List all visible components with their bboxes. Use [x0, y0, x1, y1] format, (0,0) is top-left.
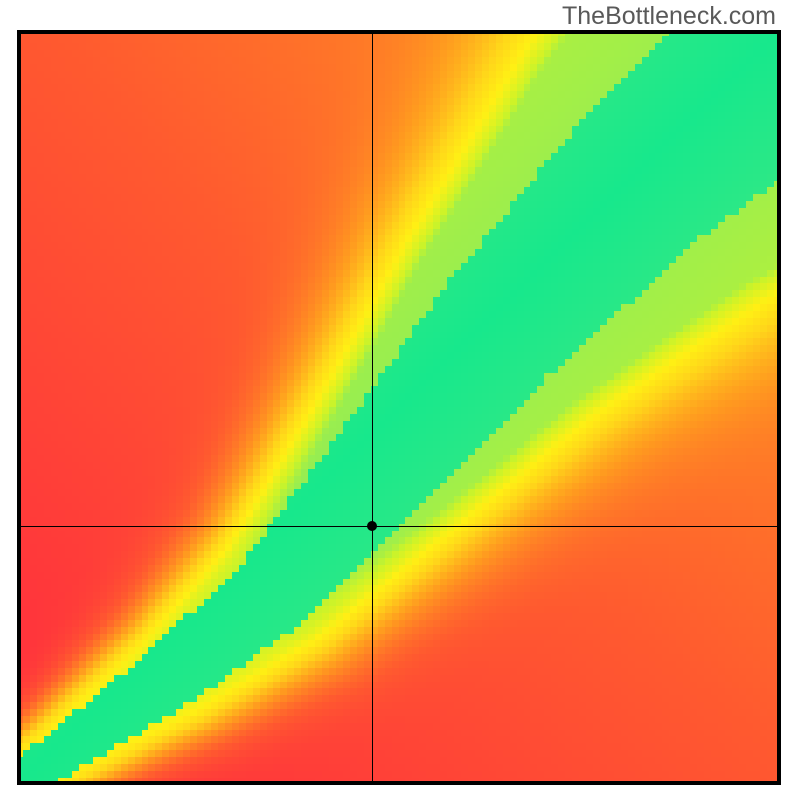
crosshair-horizontal — [17, 526, 781, 527]
plot-border — [17, 30, 781, 785]
crosshair-vertical — [372, 30, 373, 785]
watermark-text: TheBottleneck.com — [562, 2, 776, 31]
crosshair-marker — [367, 521, 377, 531]
